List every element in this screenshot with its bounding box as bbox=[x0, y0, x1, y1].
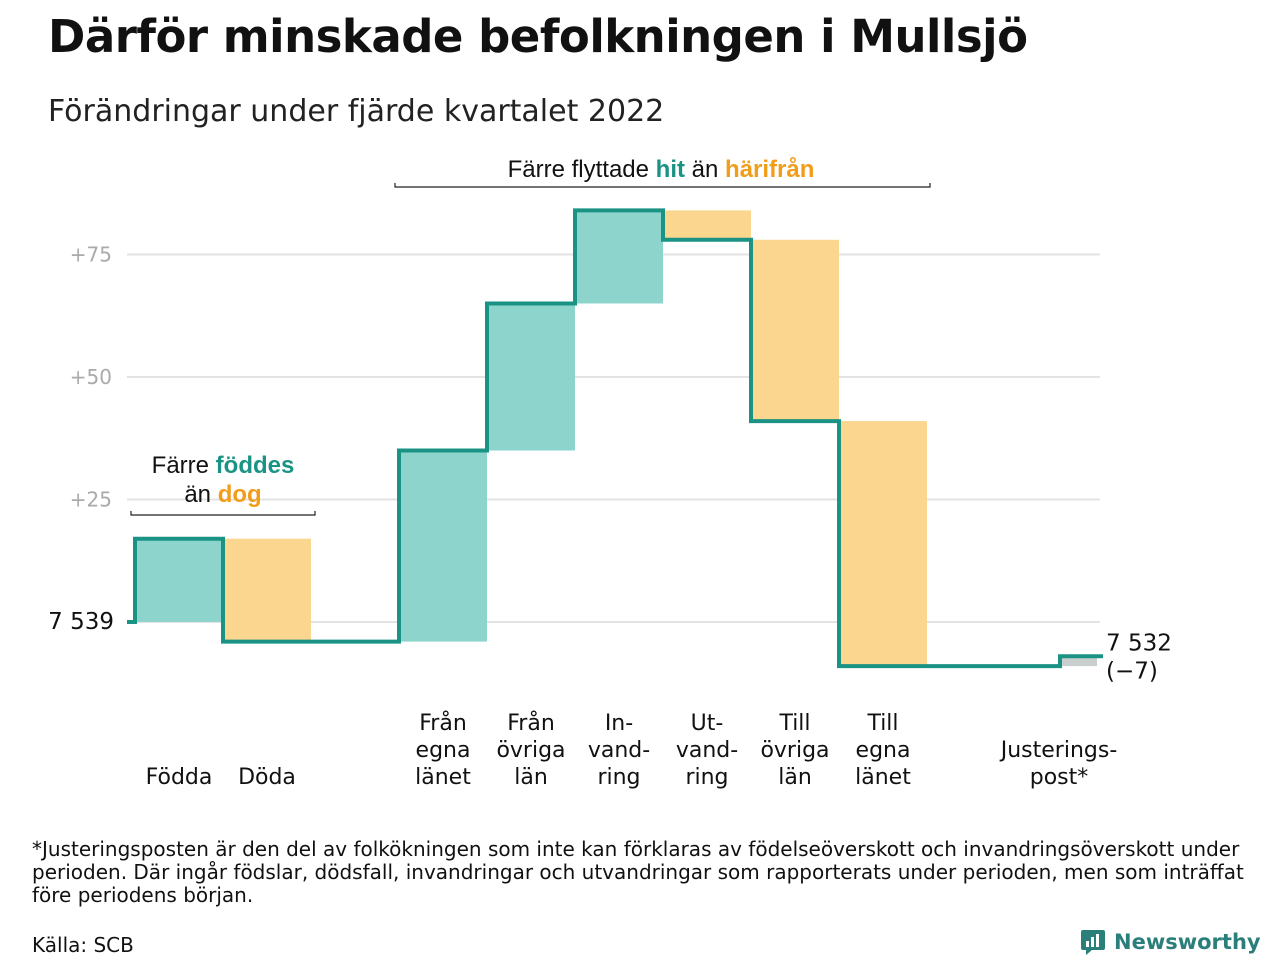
bar-negative bbox=[663, 210, 751, 240]
annotation-segment: än bbox=[184, 481, 217, 508]
newsworthy-logo-icon bbox=[1081, 930, 1105, 955]
brand: Newsworthy bbox=[1080, 928, 1261, 956]
bar-negative bbox=[839, 421, 927, 667]
y-tick-label: +25 bbox=[70, 488, 112, 512]
category-label: länet bbox=[855, 765, 911, 790]
annotation-segment: härifrån bbox=[725, 156, 814, 183]
category-label: Från bbox=[419, 710, 467, 736]
category-label: vand- bbox=[676, 738, 738, 763]
category-label: övriga bbox=[760, 738, 829, 763]
category-label: ring bbox=[597, 765, 640, 790]
annotation-segment: föddes bbox=[216, 452, 295, 479]
category-label: Från bbox=[507, 710, 555, 736]
category-label: In- bbox=[605, 711, 633, 736]
chart-title: Därför minskade befolkningen i Mullsjö bbox=[48, 10, 1028, 63]
annotation-text: Färre flyttade hit än härifrån bbox=[508, 156, 815, 183]
bar-positive bbox=[575, 210, 663, 304]
source-label: Källa: SCB bbox=[32, 933, 134, 957]
bar-positive bbox=[487, 303, 575, 451]
annotation-segment: än bbox=[685, 156, 725, 183]
y-tick-label: +50 bbox=[70, 365, 112, 389]
category-label: vand- bbox=[588, 738, 650, 763]
end-change-label: (−7) bbox=[1106, 658, 1158, 684]
end-value-label: 7 532 bbox=[1106, 630, 1172, 656]
footnote: *Justeringsposten är den del av folkökni… bbox=[32, 837, 1244, 907]
category-label: post* bbox=[1030, 765, 1089, 790]
category-label: Till bbox=[778, 711, 810, 736]
bar-negative bbox=[223, 538, 311, 642]
category-label: län bbox=[778, 765, 812, 790]
category-label: Födda bbox=[146, 765, 213, 790]
category-label: Ut- bbox=[691, 711, 724, 736]
bar-negative bbox=[751, 239, 839, 422]
category-label: ring bbox=[685, 765, 728, 790]
bar-adjustment bbox=[1060, 656, 1097, 667]
annotation-segment: Färre flyttade bbox=[508, 156, 656, 183]
category-label: Till bbox=[866, 711, 898, 736]
category-label: Döda bbox=[238, 765, 296, 790]
category-label: egna bbox=[416, 738, 471, 763]
brand-name: Newsworthy bbox=[1114, 930, 1261, 954]
cumulative-step-line bbox=[127, 208, 1103, 669]
y-tick-label: +75 bbox=[70, 243, 112, 267]
annotation-bracket bbox=[130, 511, 316, 516]
start-value-label: 7 539 bbox=[48, 609, 114, 635]
annotation-text: än dog bbox=[184, 481, 261, 508]
category-label: egna bbox=[856, 738, 911, 763]
annotation-segment: Färre bbox=[152, 452, 216, 479]
bar-positive bbox=[135, 538, 223, 622]
chart-subtitle: Förändringar under fjärde kvartalet 2022 bbox=[48, 94, 665, 129]
category-label: länet bbox=[415, 765, 471, 790]
category-label: Justerings- bbox=[999, 738, 1118, 763]
annotation-segment: hit bbox=[656, 156, 685, 183]
annotation-bracket bbox=[394, 183, 931, 188]
category-label: län bbox=[514, 765, 548, 790]
annotation-segment: dog bbox=[218, 481, 262, 508]
bar-positive bbox=[399, 450, 487, 642]
category-label: övriga bbox=[496, 738, 565, 763]
annotation-text: Färre föddes bbox=[152, 452, 295, 479]
